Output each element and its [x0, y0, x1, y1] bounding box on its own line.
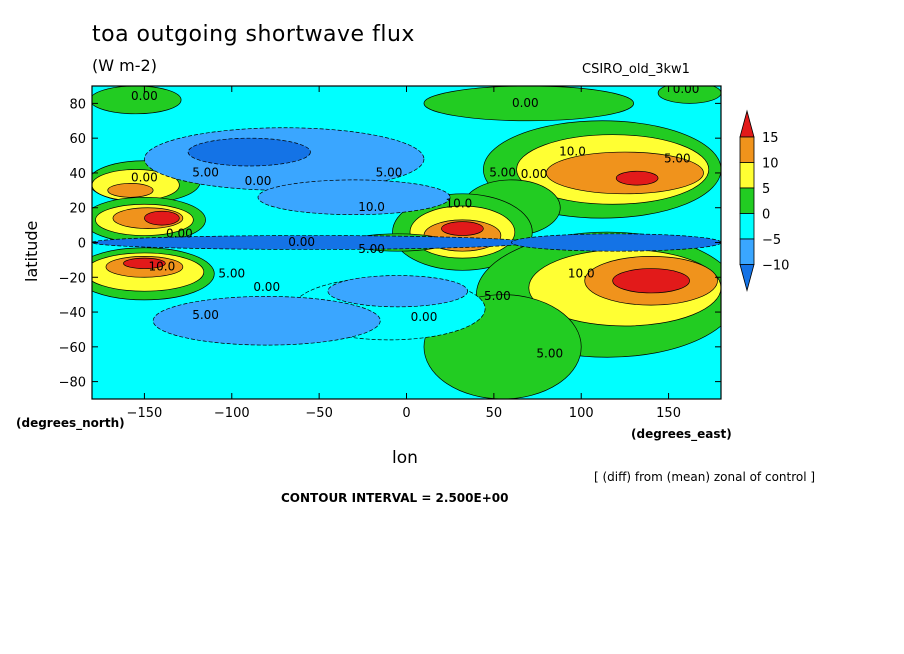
y-tick-label: −20	[59, 271, 86, 286]
colorbar-label: 15	[762, 131, 779, 146]
colorbar-segment	[739, 136, 755, 163]
contour-label: 0.00	[288, 235, 315, 249]
axes: −150 −100 −50 0 50 100 150 −80 −60 −40 −20 0 20 40 60 8…	[59, 86, 721, 421]
contour-label: 5.00	[664, 152, 691, 166]
x-tick-label: 150	[656, 406, 681, 421]
contour-label: 5.00	[192, 308, 219, 322]
colorbar-label: 0	[762, 208, 770, 223]
colorbar-label: 10	[762, 157, 779, 172]
y-tick-label: −80	[59, 376, 86, 391]
chart-units: (W m-2)	[92, 56, 157, 75]
contour-label: 5.00	[192, 165, 219, 179]
contour-region	[257, 179, 451, 216]
contour-label: 0.00	[245, 174, 272, 188]
colorbar-label: 5	[762, 182, 770, 197]
y-tick-label: 20	[69, 202, 86, 217]
x-axis-unit: (degrees_east)	[631, 427, 732, 441]
y-tick-label: 60	[69, 132, 86, 147]
colorbar-label: −10	[762, 259, 789, 274]
contour-region	[612, 268, 690, 294]
y-axis-label: latitude	[22, 220, 41, 282]
diff-note: [ (diff) from (mean) zonal of control ]	[594, 470, 816, 484]
x-tick-label: −50	[305, 406, 332, 421]
colorbar-segment	[739, 213, 755, 240]
contour-region	[187, 137, 311, 167]
contour-label: 0.00	[131, 89, 158, 103]
y-tick-label: 0	[78, 237, 86, 252]
y-tick-label: −60	[59, 341, 86, 356]
colorbar-segment	[739, 109, 755, 138]
contour-label: 5.00	[218, 266, 245, 280]
y-tick-label: −40	[59, 306, 86, 321]
colorbar: 15 10 5 0 −5 −10	[739, 109, 789, 293]
contour-region	[441, 221, 484, 236]
y-tick-label: 80	[69, 97, 86, 112]
contour-label: 0.00	[521, 167, 548, 181]
x-tick-label: −150	[127, 406, 163, 421]
y-tick-label: 40	[69, 167, 86, 182]
x-tick-label: 50	[486, 406, 503, 421]
contour-region	[123, 257, 166, 269]
contour-label: 0.00	[673, 82, 700, 96]
contour-label: 0.00	[411, 310, 438, 324]
colorbar-segment	[739, 238, 755, 265]
contour-label: 10.0	[568, 266, 595, 280]
x-axis-label: lon	[392, 448, 418, 468]
contour-region	[511, 233, 721, 252]
chart-title: toa outgoing shortwave flux	[92, 22, 415, 47]
colorbar-segment	[739, 162, 755, 189]
contour-label: 10.0	[446, 197, 473, 211]
plot-area: 0.00 0.00 0.00 10.0 5.00 5.00 0.00 5.00 0.00 10.0…	[92, 82, 721, 399]
contour-region	[107, 183, 154, 198]
x-tick-label: 100	[569, 406, 594, 421]
y-axis-unit: (degrees_north)	[16, 416, 125, 430]
contour-region	[327, 275, 469, 308]
colorbar-label: −5	[762, 233, 781, 248]
contour-label: 10.0	[358, 200, 385, 214]
contour-label: 5.00	[376, 165, 403, 179]
contour-region	[144, 210, 180, 226]
contour-label: 0.00	[253, 280, 280, 294]
contour-interval: CONTOUR INTERVAL = 2.500E+00	[281, 491, 509, 505]
contour-region	[152, 296, 381, 346]
x-tick-label: 0	[402, 406, 410, 421]
contour-label: 10.0	[559, 145, 586, 159]
model-name: CSIRO_old_3kw1	[582, 62, 690, 77]
contour-label: 5.00	[484, 289, 511, 303]
contour-label: 0.00	[166, 226, 193, 240]
colorbar-segment	[739, 264, 755, 293]
contour-region	[92, 86, 182, 115]
contour-label: 10.0	[149, 259, 176, 273]
colorbar-segment	[739, 187, 755, 214]
contour-label: 0.00	[512, 96, 539, 110]
contour-label: 5.00	[489, 165, 516, 179]
contour-label: 5.00	[358, 242, 385, 256]
contour-region	[615, 170, 659, 186]
x-tick-label: −100	[214, 406, 250, 421]
contour-label: 5.00	[536, 346, 563, 360]
contour-label: 0.00	[131, 171, 158, 185]
contour-region	[423, 86, 634, 122]
